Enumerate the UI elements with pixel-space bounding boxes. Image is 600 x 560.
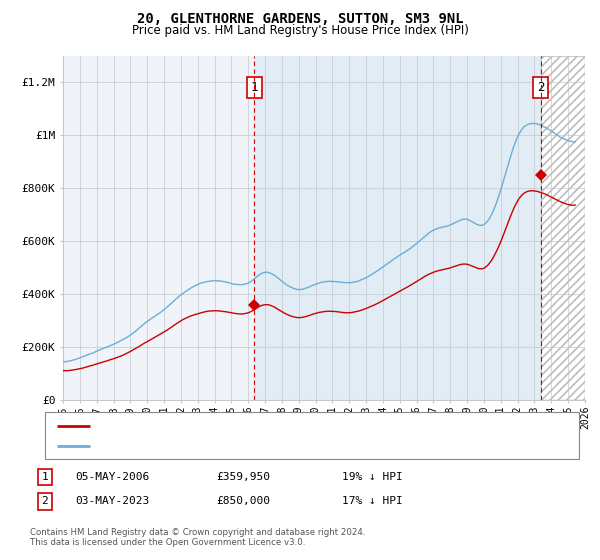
Text: Price paid vs. HM Land Registry's House Price Index (HPI): Price paid vs. HM Land Registry's House …: [131, 24, 469, 36]
Text: Contains HM Land Registry data © Crown copyright and database right 2024.: Contains HM Land Registry data © Crown c…: [30, 528, 365, 536]
Text: 20, GLENTHORNE GARDENS, SUTTON, SM3 9NL: 20, GLENTHORNE GARDENS, SUTTON, SM3 9NL: [137, 12, 463, 26]
Text: 17% ↓ HPI: 17% ↓ HPI: [342, 496, 403, 506]
Text: 19% ↓ HPI: 19% ↓ HPI: [342, 472, 403, 482]
Bar: [254, 56, 541, 400]
Text: £359,950: £359,950: [216, 472, 270, 482]
Text: 03-MAY-2023: 03-MAY-2023: [75, 496, 149, 506]
Text: 2: 2: [41, 496, 49, 506]
Text: This data is licensed under the Open Government Licence v3.0.: This data is licensed under the Open Gov…: [30, 538, 305, 547]
Bar: [541, 56, 585, 400]
Text: 05-MAY-2006: 05-MAY-2006: [75, 472, 149, 482]
Bar: [541, 56, 585, 400]
Text: HPI: Average price, detached house, Sutton: HPI: Average price, detached house, Sutt…: [99, 441, 361, 451]
Text: 1: 1: [251, 81, 258, 94]
Text: £850,000: £850,000: [216, 496, 270, 506]
Text: 2: 2: [537, 81, 544, 94]
Text: 1: 1: [41, 472, 49, 482]
Text: 20, GLENTHORNE GARDENS, SUTTON, SM3 9NL (detached house): 20, GLENTHORNE GARDENS, SUTTON, SM3 9NL …: [99, 421, 449, 431]
